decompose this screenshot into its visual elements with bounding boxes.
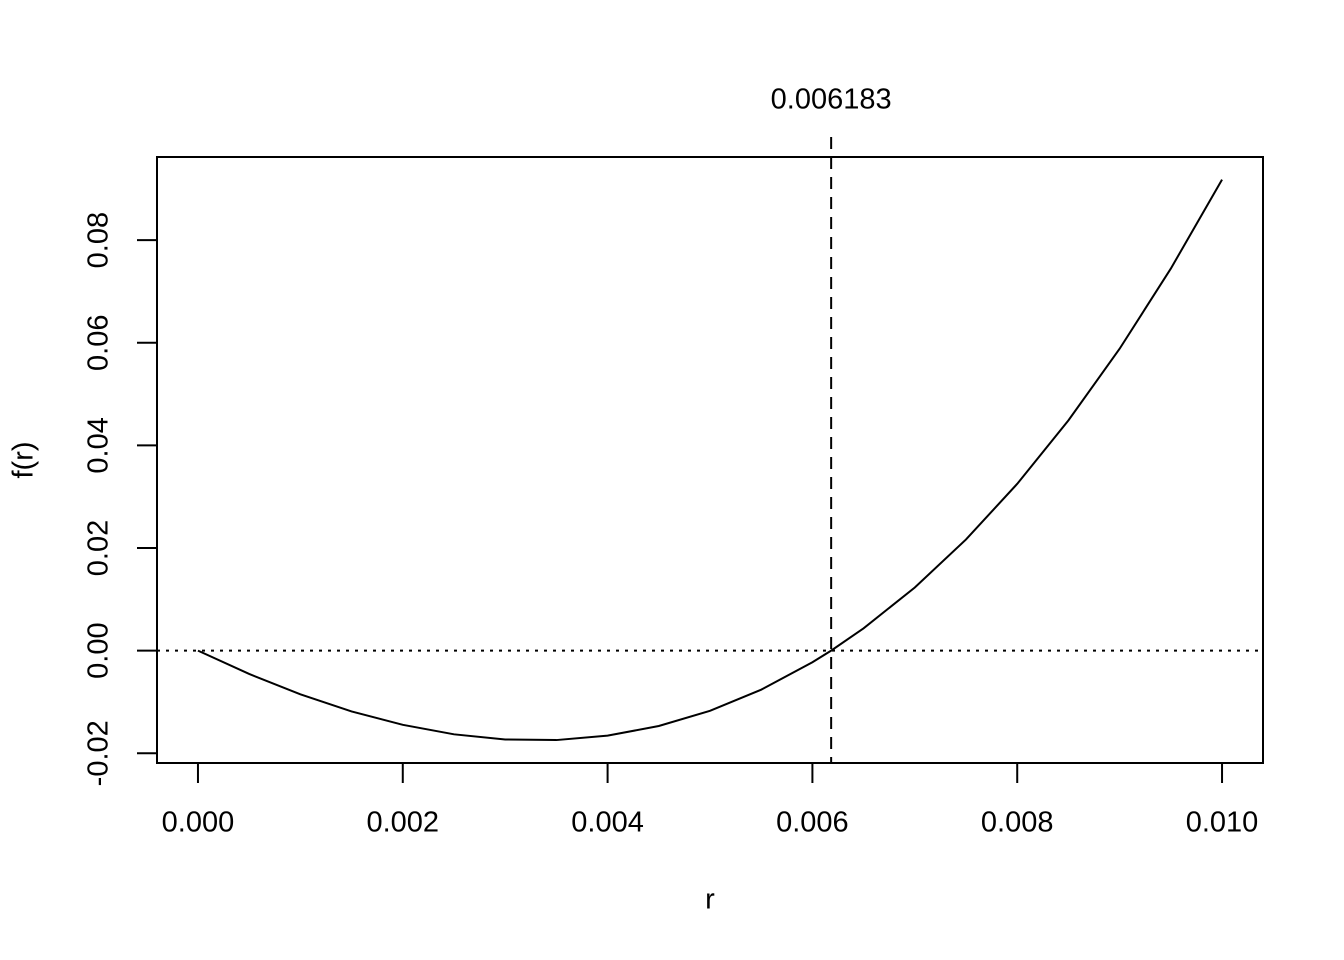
root-label: 0.006183 [771, 84, 892, 116]
plot-frame [156, 156, 1264, 764]
x-tick-label: 0.000 [162, 807, 235, 839]
x-axis-title: r [705, 884, 715, 916]
x-tick-label: 0.010 [1186, 807, 1259, 839]
y-tick-label: 0.04 [83, 417, 115, 473]
y-tick-label: 0.06 [83, 315, 115, 371]
y-tick-label: -0.02 [83, 720, 115, 786]
curve [197, 179, 1223, 742]
y-tick-label: 0.00 [83, 622, 115, 678]
x-tick-label: 0.002 [366, 807, 439, 839]
x-tick-label: 0.008 [981, 807, 1054, 839]
x-tick-label: 0.004 [571, 807, 644, 839]
x-tick-label: 0.006 [776, 807, 849, 839]
y-axis-title: f(r) [8, 441, 40, 478]
y-tick-label: 0.02 [83, 520, 115, 576]
y-tick-label: 0.08 [83, 212, 115, 268]
